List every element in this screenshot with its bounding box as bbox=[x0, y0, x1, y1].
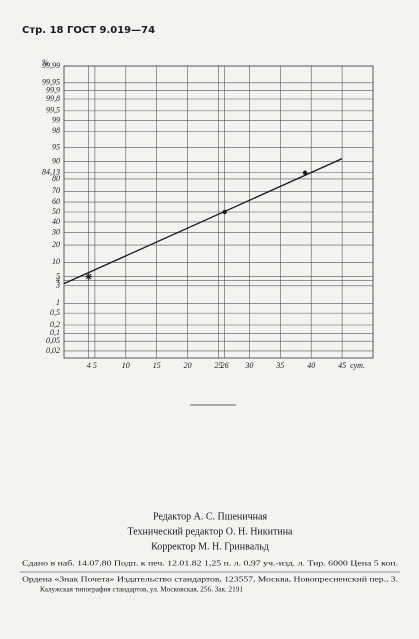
y-tick-label: 50 bbox=[52, 207, 60, 216]
y-tick-label: 99,8 bbox=[46, 94, 60, 103]
y-tick-label: 84,13 bbox=[42, 168, 60, 177]
y-tick-label: 40 bbox=[52, 217, 60, 226]
y-tick-label: 80 bbox=[52, 174, 60, 183]
y-tick-label: 99,5 bbox=[46, 106, 60, 115]
fit-line bbox=[63, 158, 343, 285]
y-tick-label: 90 bbox=[52, 157, 60, 166]
y-tick-label: 99,99 bbox=[42, 61, 60, 70]
y-tick-label: 0,1 bbox=[50, 328, 60, 337]
x-tick-label: 26 bbox=[221, 361, 229, 370]
x-tick-label: 15 bbox=[153, 361, 161, 370]
y-tick-label: 0,2 bbox=[50, 320, 60, 329]
y-tick-label: 95 bbox=[52, 142, 60, 151]
y-tick-label: 4 bbox=[56, 276, 60, 285]
data-point bbox=[222, 209, 227, 215]
y-tick-label: 0,05 bbox=[46, 336, 60, 345]
y-tick-label: 10 bbox=[52, 257, 60, 266]
y-tick-label: 99,9 bbox=[46, 86, 60, 95]
editor: Редактор А. С. Пшеничная bbox=[153, 511, 268, 522]
y-tick-label: 70 bbox=[52, 186, 60, 195]
y-tick-label: 99 bbox=[52, 116, 60, 125]
x-tick-label: 45 bbox=[338, 361, 346, 370]
y-tick-label: 0,02 bbox=[46, 346, 60, 355]
x-tick-label: 30 bbox=[244, 361, 253, 370]
y-tick-label: 5 bbox=[56, 271, 60, 280]
editor: Корректор М. Н. Гринвальд bbox=[151, 541, 269, 552]
x-tick-label: 25 bbox=[215, 361, 223, 370]
imprint: Сдано в наб. 14.07.80 Подп. к печ. 12.01… bbox=[22, 560, 398, 568]
y-tick-label: 60 bbox=[52, 197, 60, 206]
page-header: Стр. 18 ГОСТ 9.019—74 bbox=[22, 25, 155, 36]
x-tick-label: 20 bbox=[184, 361, 192, 370]
y-tick-label: 98 bbox=[52, 126, 60, 135]
editor: Технический редактор О. Н. Никитина bbox=[128, 526, 294, 537]
y-tick-label: 3 bbox=[55, 281, 60, 290]
data-point bbox=[85, 273, 93, 281]
y-tick-label: 1 bbox=[56, 298, 60, 307]
x-tick-label: 4 bbox=[87, 361, 91, 370]
y-tick-label: 20 bbox=[52, 240, 60, 249]
x-tick-label: 35 bbox=[275, 361, 284, 370]
x-axis-label: сут. bbox=[350, 361, 365, 370]
footer-line: Калужская типография стандартов, ул. Мос… bbox=[40, 586, 243, 594]
x-tick-label: 10 bbox=[122, 361, 130, 370]
y-tick-label: 0,5 bbox=[50, 308, 60, 317]
x-tick-label: 40 bbox=[307, 361, 315, 370]
y-axis-label: % bbox=[42, 58, 49, 67]
data-point bbox=[302, 170, 308, 175]
y-tick-label: 30 bbox=[51, 227, 60, 236]
footer-line: Ордена «Знак Почета» Издательство станда… bbox=[22, 576, 398, 584]
x-tick-label: 5 bbox=[93, 361, 97, 370]
y-tick-label: 99,95 bbox=[42, 78, 60, 87]
